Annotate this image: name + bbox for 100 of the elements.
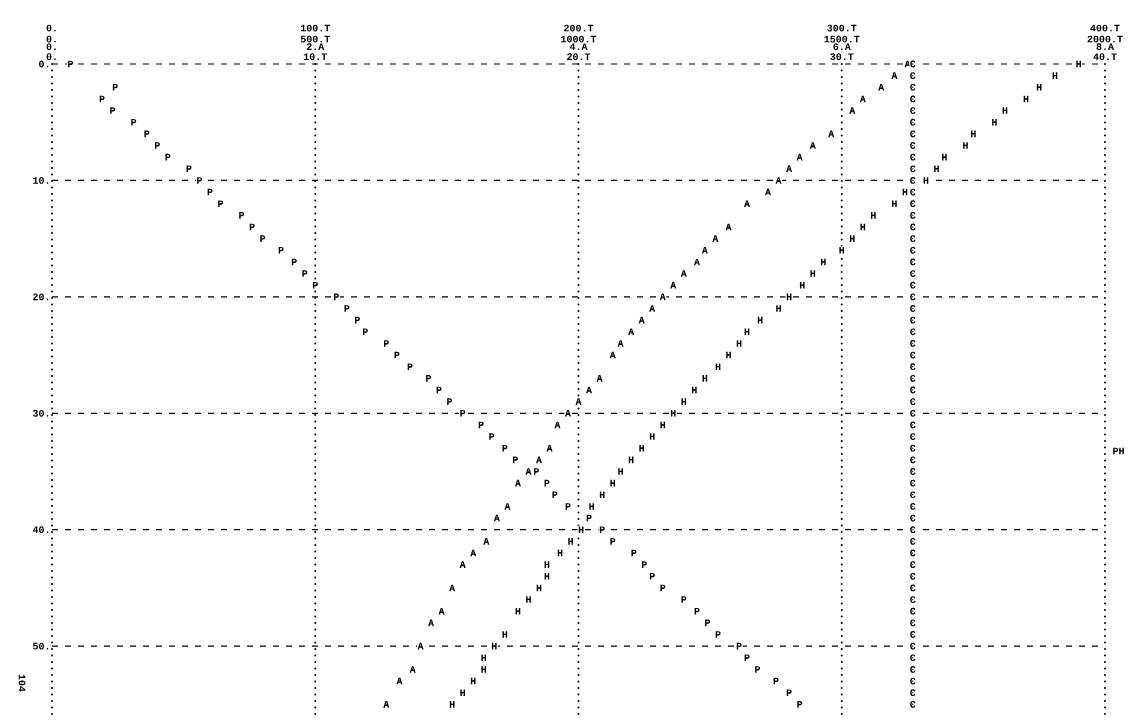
text: H bbox=[923, 177, 929, 184]
text: C bbox=[910, 677, 916, 685]
text: C bbox=[910, 433, 916, 440]
text: H bbox=[1036, 83, 1042, 91]
text: H bbox=[599, 491, 605, 499]
text: H bbox=[589, 503, 594, 510]
text: C bbox=[910, 398, 916, 406]
text: A bbox=[546, 444, 553, 452]
text: C bbox=[910, 60, 916, 68]
text: P bbox=[154, 142, 160, 149]
text: P bbox=[333, 293, 339, 301]
text: A bbox=[849, 107, 856, 114]
x-tick-label: 200.T bbox=[564, 24, 594, 32]
text: C bbox=[910, 165, 916, 173]
series-label: H bbox=[649, 433, 655, 440]
series-label: P bbox=[660, 584, 666, 592]
y-tick-label: 50. bbox=[32, 642, 49, 650]
text: A bbox=[638, 316, 645, 324]
text: C bbox=[910, 200, 916, 208]
text: A bbox=[438, 607, 445, 615]
text: P bbox=[755, 666, 761, 673]
text: C bbox=[910, 654, 916, 662]
text: C bbox=[910, 526, 916, 534]
text: P bbox=[649, 572, 655, 580]
text: P bbox=[344, 305, 350, 312]
text: H bbox=[544, 572, 550, 580]
text: H bbox=[871, 212, 876, 219]
text: P bbox=[260, 235, 266, 242]
text: A bbox=[670, 281, 677, 289]
text: C bbox=[910, 305, 916, 312]
text: H bbox=[692, 386, 697, 394]
x2-tick-label: 2000.T bbox=[1087, 35, 1123, 43]
text: C bbox=[910, 479, 916, 487]
text: C bbox=[910, 130, 916, 138]
text: A bbox=[712, 235, 719, 242]
x2-tick-label: 0. bbox=[46, 35, 56, 43]
text: C bbox=[910, 316, 916, 324]
x-tick-label: 400.T bbox=[1090, 24, 1120, 32]
text: H bbox=[660, 421, 666, 429]
text: A bbox=[878, 83, 885, 91]
text: A bbox=[470, 549, 477, 557]
text: C bbox=[910, 584, 916, 592]
text: A bbox=[554, 421, 561, 429]
x-tick-label: 100.T bbox=[300, 24, 330, 32]
text: C bbox=[910, 561, 916, 569]
text: 0. bbox=[46, 53, 56, 61]
text: 40.T bbox=[1093, 53, 1117, 61]
text: A bbox=[891, 72, 898, 79]
text: H bbox=[736, 340, 742, 347]
text: C bbox=[910, 374, 916, 382]
text: H bbox=[963, 142, 968, 149]
text: H bbox=[757, 316, 763, 324]
text: A bbox=[596, 375, 603, 382]
text: H bbox=[502, 631, 508, 638]
text: C bbox=[910, 468, 916, 475]
text: 6.A bbox=[833, 43, 851, 51]
text: P bbox=[631, 549, 637, 557]
text: P bbox=[68, 60, 74, 68]
series-label: C bbox=[910, 503, 916, 510]
text: P bbox=[715, 631, 721, 638]
text: H bbox=[536, 584, 542, 592]
series-label: A bbox=[904, 60, 911, 68]
text: C bbox=[910, 549, 916, 557]
text: H bbox=[544, 561, 550, 568]
text: C bbox=[910, 258, 916, 266]
text: P bbox=[744, 654, 750, 662]
text: P bbox=[736, 642, 742, 650]
text: P bbox=[218, 200, 224, 208]
text: C bbox=[910, 83, 916, 91]
y-tick-label: 40. bbox=[32, 526, 49, 534]
text: A bbox=[725, 223, 732, 231]
text: H bbox=[799, 281, 805, 289]
text: P bbox=[773, 677, 779, 685]
text: C bbox=[910, 456, 916, 464]
text: H bbox=[470, 677, 476, 685]
text: H bbox=[568, 538, 573, 545]
text: P bbox=[383, 340, 389, 347]
text: C bbox=[910, 72, 916, 80]
text: P bbox=[599, 526, 605, 533]
text: A bbox=[693, 258, 700, 266]
text: H bbox=[942, 153, 947, 161]
text: C bbox=[910, 631, 916, 638]
text: C bbox=[910, 340, 916, 347]
text: C bbox=[910, 444, 916, 452]
text: A bbox=[417, 642, 424, 650]
text: C bbox=[910, 95, 916, 103]
text: A bbox=[459, 561, 466, 568]
text: 0. bbox=[46, 43, 56, 51]
text: A bbox=[617, 340, 624, 347]
text: C bbox=[910, 177, 916, 184]
text: C bbox=[910, 537, 916, 545]
text: C bbox=[910, 142, 916, 149]
x2-tick-label: 1500.T bbox=[824, 35, 860, 43]
text: C bbox=[910, 514, 916, 522]
text: A bbox=[609, 351, 616, 359]
text: P bbox=[534, 468, 539, 475]
text: C bbox=[910, 491, 916, 499]
text: P bbox=[786, 689, 792, 696]
text: H bbox=[744, 328, 750, 336]
text: H bbox=[902, 188, 908, 196]
